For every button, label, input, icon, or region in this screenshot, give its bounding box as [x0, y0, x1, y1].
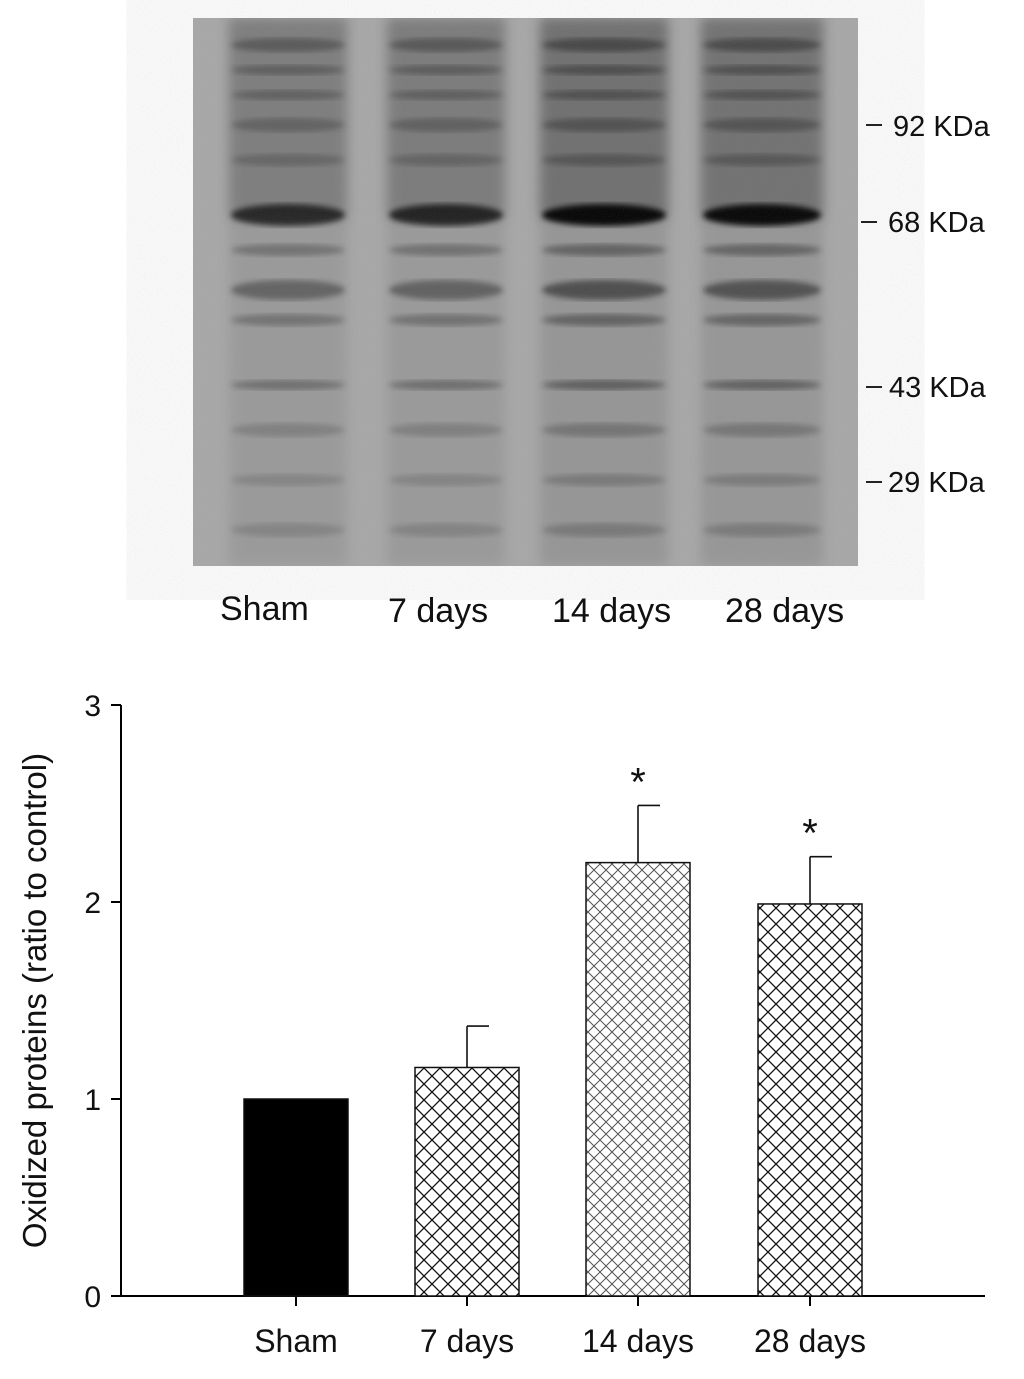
bar: [243, 1098, 349, 1297]
y-tick-label: 3: [84, 690, 101, 723]
bar: [757, 903, 863, 1297]
bar: [585, 861, 691, 1297]
y-tick-label: 1: [84, 1084, 101, 1117]
gel-lane-label-7days: 7 days: [388, 592, 489, 630]
y-axis-title: Oxidized proteins (ratio to control): [16, 753, 53, 1248]
y-tick-label: 2: [84, 887, 101, 920]
significance-marker: *: [802, 812, 818, 856]
marker-label-29: 29 KDa: [888, 467, 985, 499]
y-tick-label: 0: [84, 1281, 101, 1314]
gel-lane-label-sham: Sham: [220, 590, 309, 628]
marker-ticks: [861, 124, 882, 483]
gel-lane-label-28days: 28 days: [725, 592, 845, 630]
x-tick-label: 7 days: [420, 1323, 514, 1359]
marker-label-43: 43 KDa: [889, 372, 986, 404]
bar-chart: 0 1 2 3 Oxidized proteins (ratio to control)…: [16, 690, 985, 1359]
significance-marker: *: [630, 760, 646, 804]
western-blot-image: [193, 18, 882, 566]
x-tick-label: 14 days: [582, 1323, 694, 1359]
marker-label-92: 92 KDa: [893, 111, 990, 143]
gel-lane-label-14days: 14 days: [552, 592, 672, 630]
bar: [414, 1066, 520, 1297]
marker-label-68: 68 KDa: [888, 207, 985, 239]
x-tick-label: 28 days: [754, 1323, 866, 1359]
x-tick-label: Sham: [254, 1323, 338, 1359]
